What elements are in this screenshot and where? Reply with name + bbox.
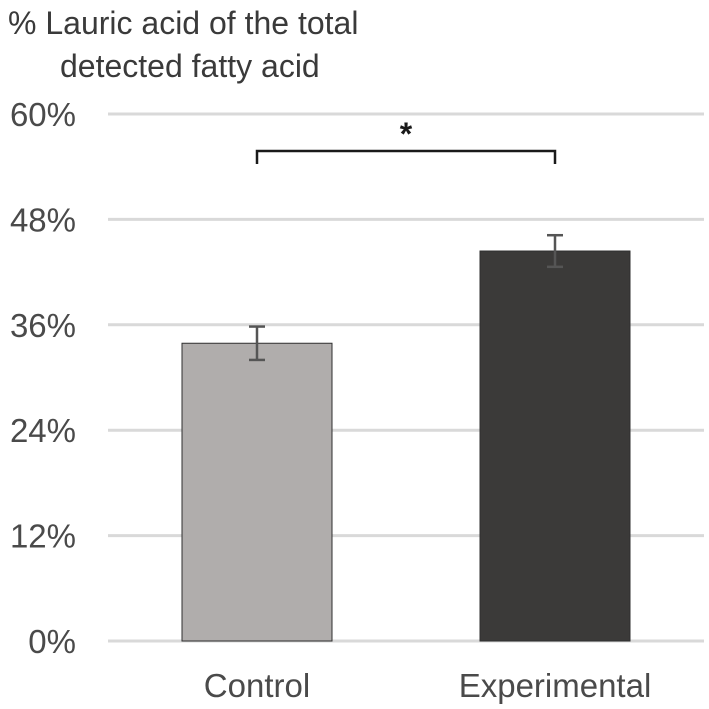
x-tick-label: Control bbox=[204, 667, 310, 704]
significance-bracket: * bbox=[255, 116, 557, 164]
chart-title-line-2: detected fatty acid bbox=[60, 48, 320, 84]
x-tick-label: Experimental bbox=[459, 667, 652, 704]
y-tick-label: 24% bbox=[10, 412, 76, 449]
chart-title: % Lauric acid of the total detected fatt… bbox=[8, 2, 528, 88]
y-tick-label: 36% bbox=[10, 307, 76, 344]
chart-title-line-1: % Lauric acid of the total bbox=[8, 5, 359, 41]
bar bbox=[181, 342, 333, 642]
error-bars bbox=[249, 233, 563, 362]
y-tick-label: 12% bbox=[10, 518, 76, 555]
y-axis: 0% 12% 24% 36% 48% 60% bbox=[10, 96, 76, 660]
y-tick-label: 48% bbox=[10, 201, 76, 238]
bars bbox=[181, 250, 631, 642]
y-tick-label: 60% bbox=[10, 96, 76, 133]
bracket-line bbox=[255, 149, 557, 164]
bar bbox=[479, 250, 631, 642]
x-axis: Control Experimental bbox=[204, 667, 651, 704]
y-tick-label: 0% bbox=[28, 623, 76, 660]
significance-label: * bbox=[400, 116, 413, 152]
